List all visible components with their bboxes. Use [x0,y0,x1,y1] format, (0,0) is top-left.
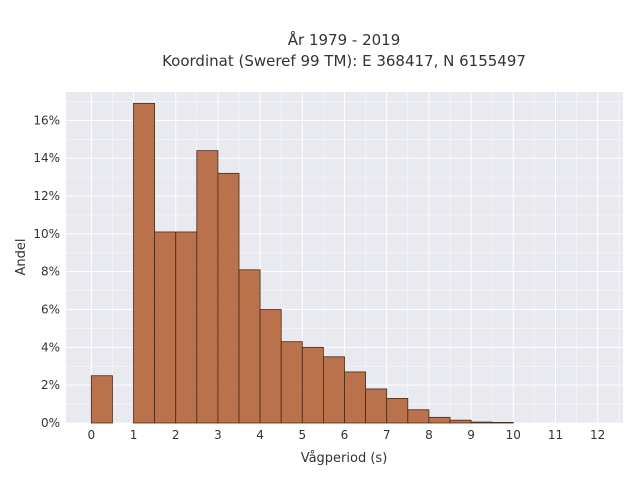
y-tick-label: 6% [41,303,60,317]
x-tick-label: 11 [548,428,563,442]
histogram-bar [386,398,409,424]
y-tick-label: 10% [33,227,60,241]
y-tick-label: 4% [41,340,60,354]
histogram-bar [196,150,219,424]
chart-title-line-2: Koordinat (Sweref 99 TM): E 368417, N 61… [162,52,526,70]
x-tick-label: 4 [256,428,264,442]
y-tick-labels: 0% 2% 4% 6% 8% 10% 12% 14% 16% [33,113,60,430]
histogram-bar [280,341,303,424]
x-tick-label: 2 [172,428,180,442]
histogram-bar [428,416,451,424]
histogram-bar [90,375,113,424]
histogram-bar [154,231,177,424]
histogram-bar [238,269,261,424]
bars [90,102,514,424]
y-tick-label: 8% [41,265,60,279]
x-tick-label: 6 [341,428,349,442]
histogram-bar [449,419,472,424]
x-tick-label: 0 [87,428,95,442]
y-tick-label: 2% [41,378,60,392]
x-tick-label: 7 [383,428,391,442]
x-tick-label: 5 [298,428,306,442]
histogram-bar [323,356,345,424]
y-tick-label: 14% [33,151,60,165]
histogram-bar [344,371,366,424]
histogram-bar [491,422,514,424]
histogram-bar [365,388,388,424]
histogram-bar [259,309,282,424]
histogram-bar [217,172,240,424]
y-tick-label: 0% [41,416,60,430]
histogram-bar [407,409,430,424]
x-tick-labels: 0 1 2 3 4 5 6 7 8 9 10 11 12 [87,428,605,442]
x-tick-label: 1 [130,428,138,442]
x-axis-label: Vågperiod (s) [301,451,388,466]
chart-title-line-1: År 1979 - 2019 [288,30,401,49]
x-tick-label: 3 [214,428,222,442]
x-tick-label: 9 [467,428,475,442]
histogram-bar [301,346,324,424]
histogram-bar [175,231,198,424]
histogram-bar [470,421,493,424]
x-tick-label: 12 [590,428,605,442]
y-tick-label: 16% [33,113,60,127]
y-tick-label: 12% [33,189,60,203]
histogram-bar [133,102,156,424]
x-tick-label: 10 [506,428,521,442]
x-tick-label: 8 [425,428,433,442]
y-axis-label: Andel [14,239,29,276]
